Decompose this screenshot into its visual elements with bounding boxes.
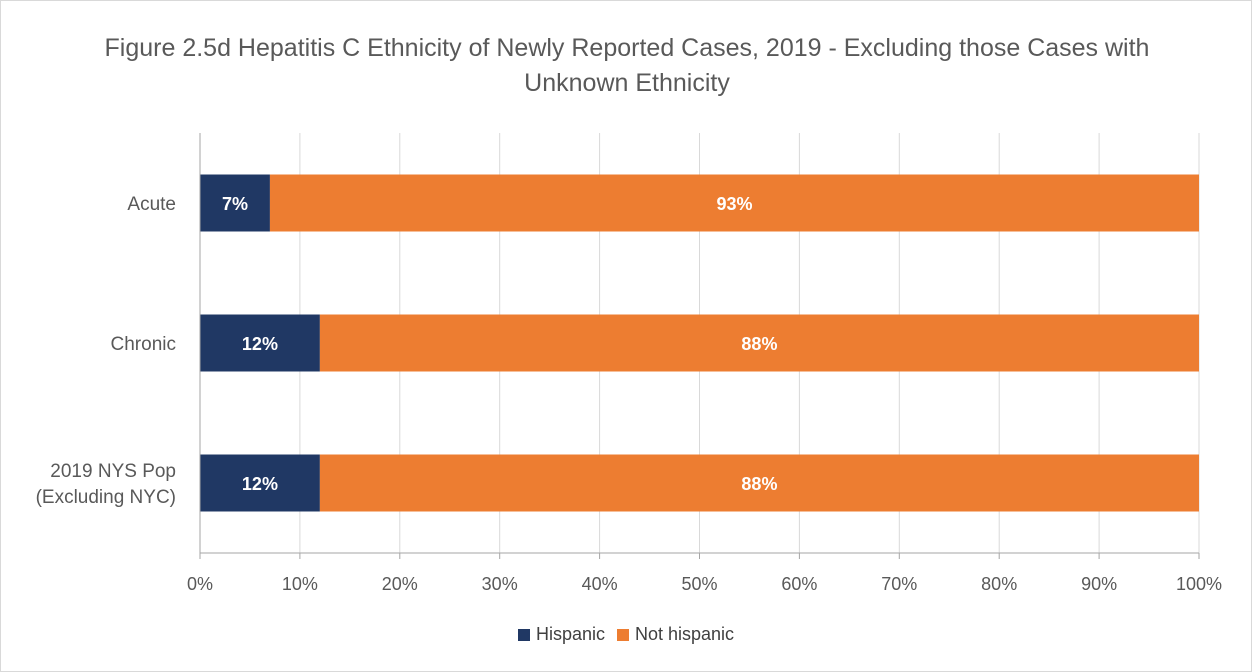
data-label: 93%: [716, 194, 752, 214]
legend-item-hispanic: Hispanic: [517, 624, 605, 645]
x-tick-label: 50%: [681, 574, 717, 594]
legend-label-not-hispanic: Not hispanic: [634, 624, 735, 644]
y-category-label: Chronic: [111, 334, 176, 355]
x-tick-label: 40%: [582, 574, 618, 594]
x-tick-label: 20%: [382, 574, 418, 594]
y-category-label: Acute: [127, 194, 176, 215]
data-label: 88%: [741, 334, 777, 354]
x-tick-label: 60%: [781, 574, 817, 594]
bar-hispanic: [200, 174, 270, 232]
legend-swatch-not-hispanic: [616, 628, 629, 641]
data-label: 7%: [222, 194, 248, 214]
legend-label-hispanic: Hispanic: [535, 624, 605, 644]
data-label: 12%: [242, 334, 278, 354]
data-label: 88%: [741, 474, 777, 494]
x-tick-label: 10%: [282, 574, 318, 594]
bar-not-hispanic: [319, 454, 1199, 512]
x-tick-label: 70%: [881, 574, 917, 594]
bar-hispanic: [200, 314, 320, 372]
y-category-label: (Excluding NYC): [36, 487, 176, 508]
bar-not-hispanic: [319, 314, 1199, 372]
bar-not-hispanic: [269, 174, 1199, 232]
chart-title: Figure 2.5d Hepatitis C Ethnicity of New…: [104, 34, 1150, 97]
chart-legend: Hispanic Not hispanic: [0, 624, 1252, 645]
x-tick-label: 0%: [187, 574, 213, 594]
bar-hispanic: [200, 454, 320, 512]
x-tick-label: 30%: [482, 574, 518, 594]
x-tick-label: 100%: [1176, 574, 1222, 594]
legend-item-not-hispanic: Not hispanic: [616, 624, 735, 645]
y-category-label: 2019 NYS Pop: [50, 461, 176, 482]
x-tick-label: 80%: [981, 574, 1017, 594]
x-tick-label: 90%: [1081, 574, 1117, 594]
data-label: 12%: [242, 474, 278, 494]
legend-swatch-hispanic: [517, 628, 530, 641]
